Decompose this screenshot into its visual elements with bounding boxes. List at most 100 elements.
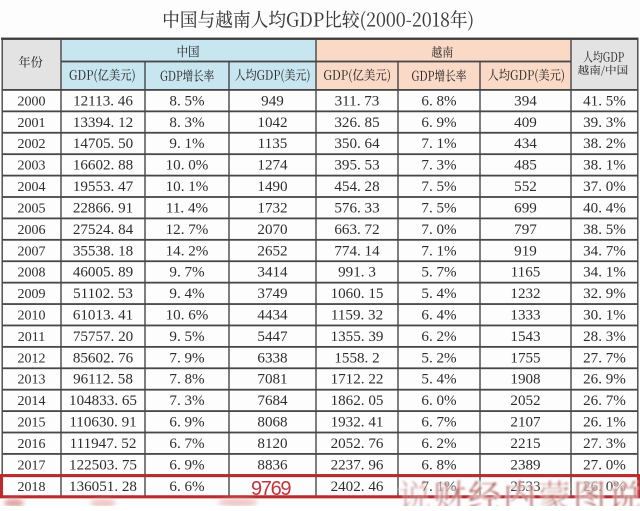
svg-text:311. 73: 311. 73: [335, 93, 380, 109]
svg-text:10. 1%: 10. 1%: [166, 179, 209, 195]
svg-text:394: 394: [514, 93, 537, 109]
svg-text:6. 0%: 6. 0%: [421, 393, 457, 409]
svg-text:2652: 2652: [257, 243, 287, 259]
svg-text:61013. 41: 61013. 41: [73, 308, 133, 324]
svg-text:1159. 32: 1159. 32: [331, 308, 383, 324]
svg-text:2007: 2007: [18, 244, 46, 259]
svg-text:2014: 2014: [18, 394, 46, 409]
svg-text:8120: 8120: [257, 436, 287, 452]
svg-text:27. 3%: 27. 3%: [583, 436, 626, 452]
svg-text:32. 9%: 32. 9%: [583, 286, 626, 302]
svg-text:2015: 2015: [18, 416, 46, 431]
svg-text:46005. 89: 46005. 89: [73, 265, 133, 281]
svg-text:2070: 2070: [257, 222, 287, 238]
svg-text:5447: 5447: [257, 329, 288, 345]
svg-text:7. 8%: 7. 8%: [169, 372, 205, 388]
svg-text:2005: 2005: [18, 201, 46, 216]
svg-text:2001: 2001: [18, 116, 46, 131]
svg-text:38. 1%: 38. 1%: [583, 158, 626, 174]
svg-text:2002: 2002: [18, 137, 46, 152]
svg-text:1543: 1543: [510, 329, 540, 345]
svg-text:10. 6%: 10. 6%: [166, 308, 209, 324]
svg-text:7. 1%: 7. 1%: [421, 136, 457, 152]
svg-text:22866. 91: 22866. 91: [73, 200, 133, 216]
svg-text:434: 434: [514, 136, 537, 152]
svg-text:350. 64: 350. 64: [334, 136, 380, 152]
svg-text:8836: 8836: [257, 457, 288, 473]
svg-text:8. 3%: 8. 3%: [169, 115, 205, 131]
svg-text:919: 919: [514, 243, 537, 259]
svg-text:2215: 2215: [510, 436, 540, 452]
svg-text:9769: 9769: [251, 478, 291, 500]
svg-text:122503. 75: 122503. 75: [69, 457, 137, 473]
svg-text:8068: 8068: [257, 415, 287, 431]
svg-text:26. 7%: 26. 7%: [583, 393, 626, 409]
svg-text:12113. 46: 12113. 46: [73, 93, 133, 109]
svg-text:2000: 2000: [18, 94, 46, 109]
svg-text:38. 5%: 38. 5%: [583, 222, 626, 238]
svg-text:14705. 50: 14705. 50: [73, 136, 133, 152]
svg-text:37. 0%: 37. 0%: [583, 179, 626, 195]
svg-text:1732: 1732: [257, 200, 287, 216]
svg-text:1333: 1333: [510, 308, 540, 324]
svg-text:13394. 12: 13394. 12: [73, 115, 133, 131]
svg-text:949: 949: [261, 93, 284, 109]
svg-text:2013: 2013: [18, 373, 46, 388]
svg-text:6. 2%: 6. 2%: [421, 329, 457, 345]
svg-text:30. 1%: 30. 1%: [583, 308, 626, 324]
svg-text:27. 7%: 27. 7%: [583, 350, 626, 366]
svg-text:6. 9%: 6. 9%: [169, 457, 205, 473]
svg-text:485: 485: [514, 158, 537, 174]
svg-text:5. 4%: 5. 4%: [421, 286, 457, 302]
svg-text:1932. 41: 1932. 41: [331, 415, 384, 431]
svg-text:2012: 2012: [18, 351, 46, 366]
svg-text:110630. 91: 110630. 91: [69, 415, 136, 431]
svg-text:9. 1%: 9. 1%: [169, 136, 205, 152]
svg-text:34. 7%: 34. 7%: [583, 243, 626, 259]
svg-text:2052: 2052: [510, 393, 540, 409]
svg-text:1165: 1165: [511, 265, 541, 281]
svg-text:28. 3%: 28. 3%: [583, 329, 626, 345]
svg-text:39. 3%: 39. 3%: [583, 115, 626, 131]
svg-text:34. 1%: 34. 1%: [583, 265, 626, 281]
svg-text:96112. 58: 96112. 58: [73, 372, 133, 388]
svg-text:38. 2%: 38. 2%: [583, 136, 626, 152]
svg-text:27. 0%: 27. 0%: [583, 457, 626, 473]
svg-text:6. 9%: 6. 9%: [169, 415, 205, 431]
svg-text:2006: 2006: [18, 223, 46, 238]
svg-text:797: 797: [514, 222, 537, 238]
svg-text:9. 4%: 9. 4%: [169, 286, 205, 302]
svg-text:1755: 1755: [510, 350, 540, 366]
svg-text:2018: 2018: [18, 480, 46, 495]
svg-text:2389: 2389: [510, 457, 540, 473]
svg-text:1355. 39: 1355. 39: [331, 329, 384, 345]
svg-text:395. 53: 395. 53: [334, 158, 379, 174]
svg-text:1060. 15: 1060. 15: [331, 286, 384, 302]
svg-text:2107: 2107: [510, 415, 541, 431]
svg-text:2017: 2017: [18, 458, 46, 473]
svg-text:7. 5%: 7. 5%: [421, 200, 457, 216]
svg-text:7. 1%: 7. 1%: [421, 243, 457, 259]
svg-text:27524. 84: 27524. 84: [73, 222, 134, 238]
svg-text:1558. 2: 1558. 2: [334, 350, 379, 366]
svg-text:6338: 6338: [257, 350, 287, 366]
svg-text:2237. 96: 2237. 96: [331, 457, 384, 473]
svg-text:2010: 2010: [18, 309, 46, 324]
svg-text:14. 2%: 14. 2%: [166, 243, 209, 259]
svg-text:1274: 1274: [257, 158, 288, 174]
svg-text:35538. 18: 35538. 18: [73, 243, 133, 259]
svg-text:2004: 2004: [18, 180, 46, 195]
svg-text:1712. 22: 1712. 22: [331, 372, 384, 388]
svg-text:2016: 2016: [18, 437, 46, 452]
svg-text:1490: 1490: [257, 179, 287, 195]
svg-text:326. 85: 326. 85: [334, 115, 379, 131]
svg-text:6. 8%: 6. 8%: [421, 457, 457, 473]
svg-text:9. 7%: 9. 7%: [169, 265, 205, 281]
svg-text:7. 0%: 7. 0%: [421, 222, 457, 238]
svg-text:19553. 47: 19553. 47: [73, 179, 134, 195]
svg-text:7. 9%: 7. 9%: [169, 350, 205, 366]
svg-text:41. 5%: 41. 5%: [583, 93, 626, 109]
svg-text:7. 5%: 7. 5%: [421, 179, 457, 195]
svg-text:6. 4%: 6. 4%: [421, 308, 457, 324]
svg-text:9. 5%: 9. 5%: [169, 329, 205, 345]
